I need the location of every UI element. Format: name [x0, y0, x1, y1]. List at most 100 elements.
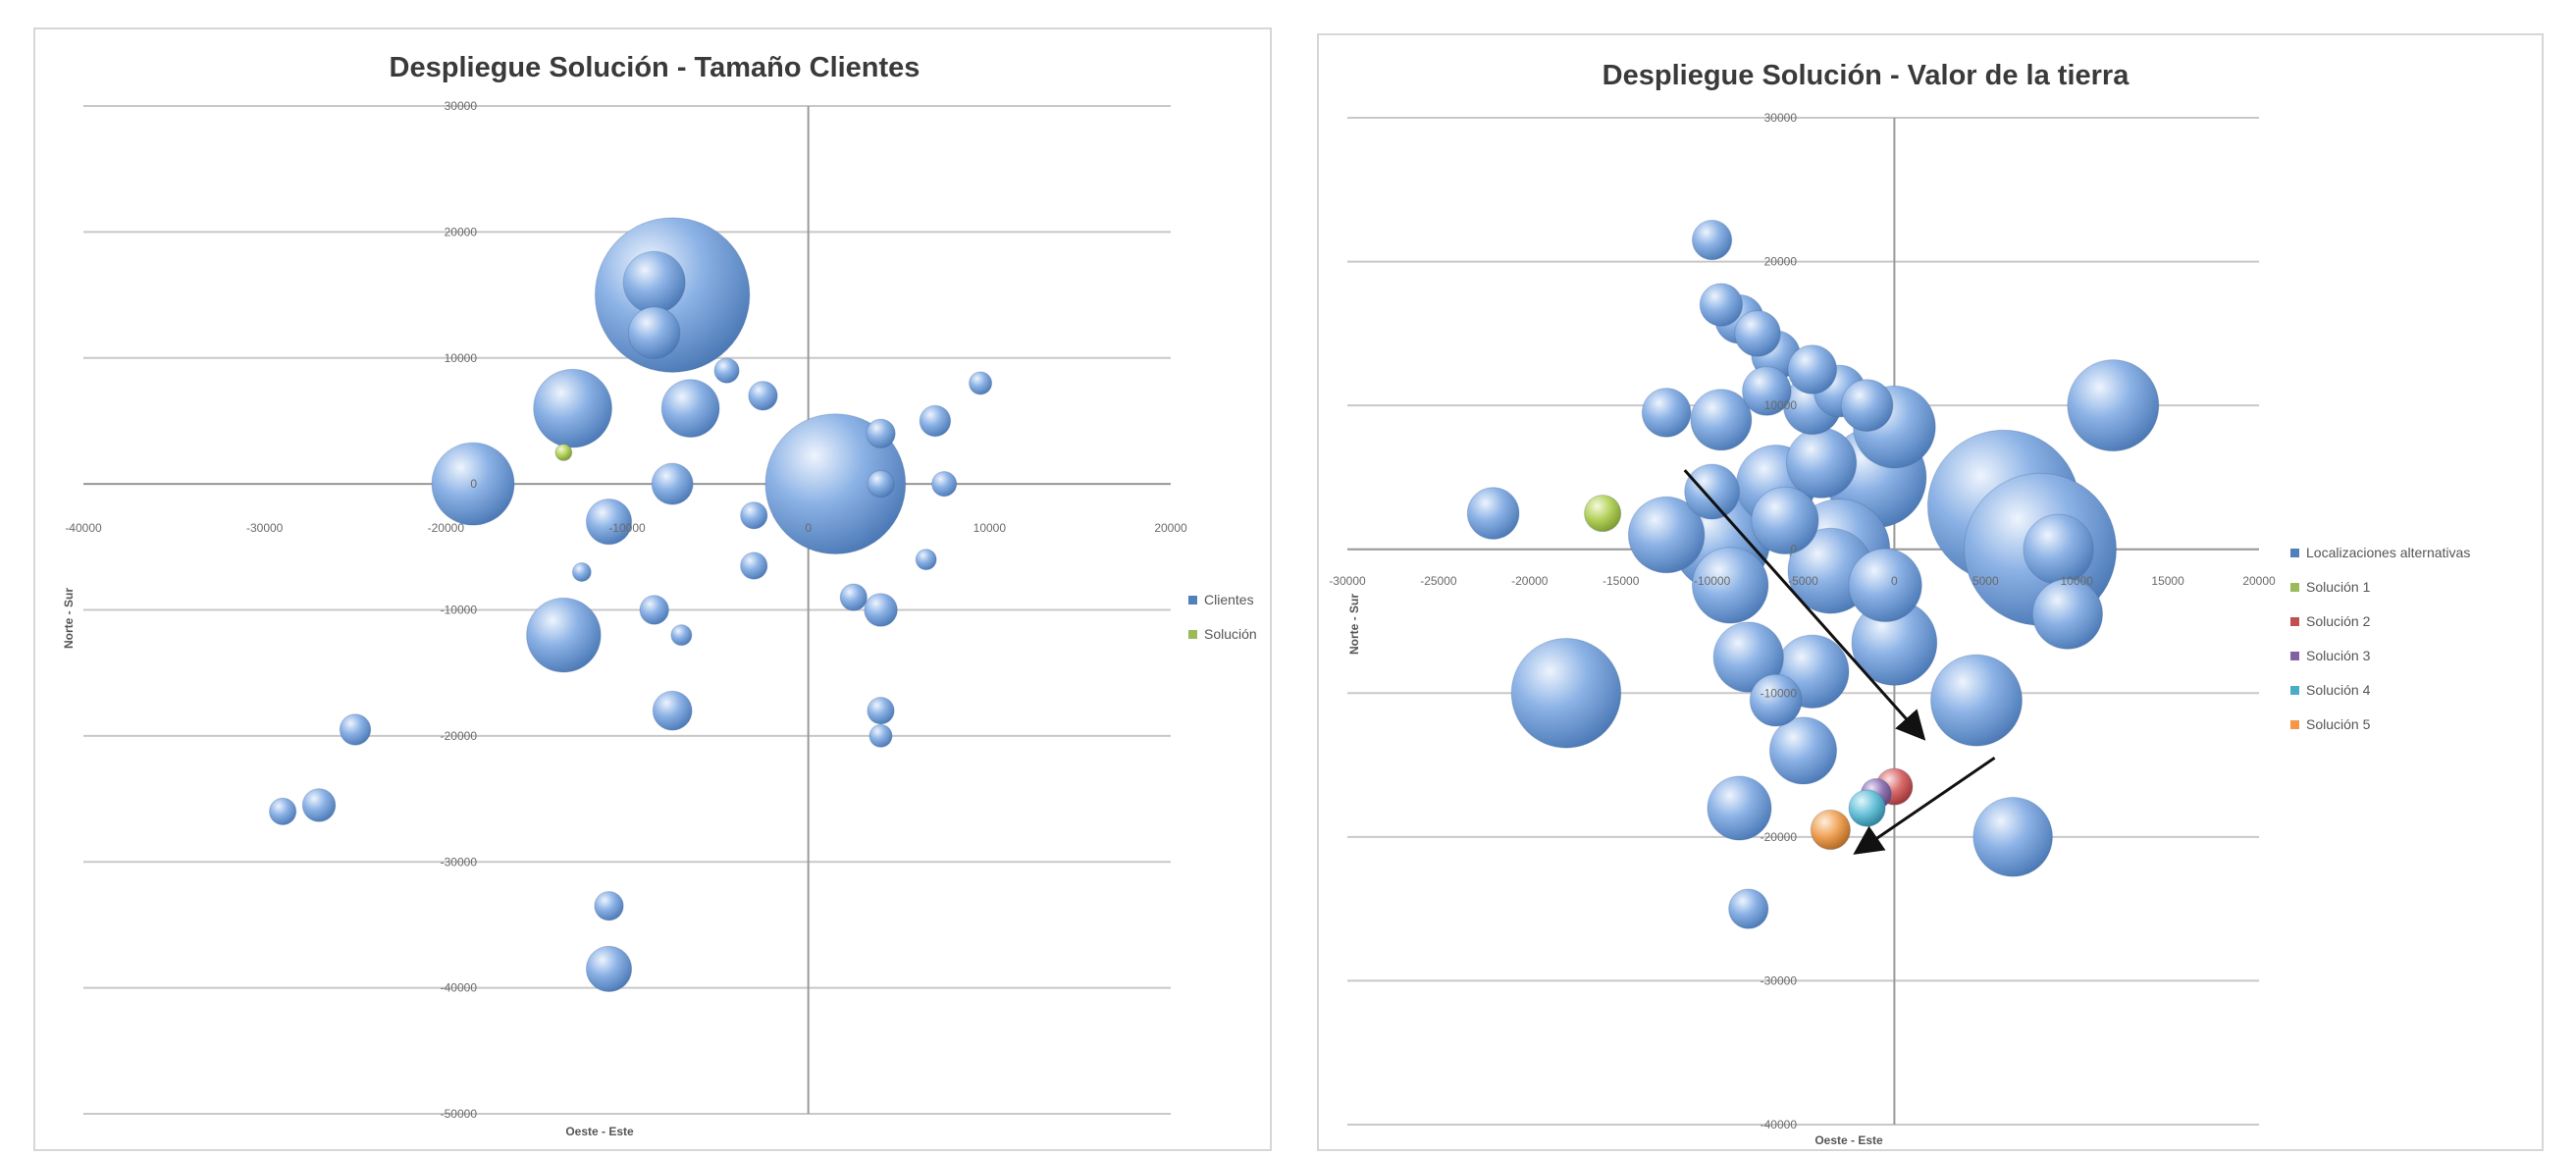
bubble-clientes [931, 471, 958, 498]
y-tick-label: -20000 [1761, 830, 1798, 844]
gridlines [1347, 117, 2259, 1126]
bubble-clientes [670, 624, 693, 647]
bubble-localizaciones-alternativas [1742, 366, 1792, 416]
bubble-clientes [651, 462, 694, 505]
bubble-chart-valor-tierra: Despliegue Solución - Valor de la tierra… [1329, 60, 2470, 1147]
y-tick-label: 30000 [445, 99, 478, 113]
x-tick-label: 20000 [1154, 521, 1187, 535]
x-tick-label: -30000 [1329, 574, 1366, 588]
bubble-localizaciones-alternativas [1749, 673, 1803, 727]
legend-label-solucion-5: Solución 5 [2306, 716, 2371, 732]
bubble-solucion-1 [1584, 494, 1622, 533]
legend-swatch-solucion-4 [2290, 686, 2299, 695]
y-axis-title: Norte - Sur [62, 588, 76, 649]
bubble-clientes [622, 250, 686, 314]
x-tick-label: -20000 [1511, 574, 1549, 588]
x-tick-label: -10000 [1694, 574, 1731, 588]
x-tick-label: 15000 [2151, 574, 2184, 588]
bubble-clientes [301, 788, 337, 822]
bubble-localizaciones-alternativas [1734, 310, 1781, 357]
bubbles [268, 217, 993, 992]
bubble-chart-tamano-clientes: Despliegue Solución - Tamaño Clientes -4… [62, 52, 1257, 1138]
y-tick-label: -40000 [441, 981, 478, 995]
bubble-clientes [969, 371, 993, 395]
bubble-localizaciones-alternativas [1840, 379, 1894, 432]
bubble-localizaciones-alternativas [1768, 716, 1838, 785]
bubble-localizaciones-alternativas [2067, 359, 2160, 452]
x-tick-label: -25000 [1420, 574, 1457, 588]
y-tick-label: -30000 [1761, 973, 1798, 987]
chart-title: Despliegue Solución - Tamaño Clientes [390, 52, 920, 83]
legend-label-clientes: Clientes [1204, 592, 1254, 607]
y-tick-label: -10000 [1761, 686, 1798, 700]
bubble-clientes [764, 413, 907, 555]
bubble-localizaciones-alternativas [1684, 463, 1741, 520]
y-tick-label: -10000 [441, 604, 478, 617]
arrow [1683, 469, 1926, 741]
bubble-localizaciones-alternativas [1930, 654, 2024, 747]
legend-swatch-solucion-3 [2290, 652, 2299, 660]
bubble-clientes [839, 583, 867, 611]
bubble-clientes [866, 418, 896, 448]
y-tick-label: 30000 [1764, 111, 1798, 125]
y-tick-label: -30000 [441, 855, 478, 868]
x-tick-label: 20000 [2242, 574, 2276, 588]
legend-swatch-solucion-1 [2290, 583, 2299, 592]
bubble-localizaciones-alternativas [1785, 427, 1858, 499]
bubble-localizaciones-alternativas [1691, 547, 1769, 624]
bubble-clientes [740, 552, 768, 580]
y-tick-label: 20000 [445, 225, 478, 238]
bubble-localizaciones-alternativas [1699, 283, 1744, 327]
legend-label-solucion-4: Solución 4 [2306, 682, 2371, 698]
bubble-localizaciones-alternativas [1510, 637, 1622, 749]
y-axis-title: Norte - Sur [1347, 594, 1361, 655]
y-tick-label: -40000 [1761, 1118, 1798, 1131]
tick-labels: -40000 -30000 -20000 -10000 0 10000 20000 30000… [65, 99, 1187, 1121]
x-tick-label: -5000 [1788, 574, 1818, 588]
legend: Clientes Solución [1188, 592, 1257, 642]
x-tick-label: -15000 [1603, 574, 1640, 588]
x-tick-label: -40000 [65, 521, 102, 535]
bubble-clientes [867, 469, 895, 499]
x-axis-title: Oeste - Este [1814, 1133, 1883, 1147]
bubble-localizaciones-alternativas [1712, 621, 1784, 693]
x-tick-label: 0 [1891, 574, 1898, 588]
axes [83, 106, 1171, 1114]
bubble-clientes [868, 723, 893, 748]
bubble-clientes [431, 442, 515, 526]
x-tick-label: -30000 [246, 521, 284, 535]
y-tick-label: 0 [470, 477, 477, 491]
bubble-clientes [533, 368, 612, 448]
bubble-localizaciones-alternativas [1627, 496, 1706, 574]
legend-swatch-solucion-2 [2290, 617, 2299, 626]
bubble-clientes [339, 713, 372, 746]
y-tick-label: -50000 [441, 1107, 478, 1121]
x-tick-label: 0 [805, 521, 812, 535]
bubble-localizaciones-alternativas [1751, 486, 1819, 554]
x-axis-title: Oeste - Este [565, 1125, 634, 1138]
bubble-localizaciones-alternativas [2031, 578, 2104, 650]
x-tick-label: 5000 [1972, 574, 1999, 588]
axes [1347, 118, 2259, 1125]
bubble-localizaciones-alternativas [1728, 888, 1769, 929]
bubble-clientes [639, 595, 669, 625]
bubble-localizaciones-alternativas [1848, 548, 1922, 623]
legend-swatch-clientes [1188, 596, 1197, 605]
bubble-localizaciones-alternativas [1707, 775, 1772, 841]
bubble-clientes [585, 499, 633, 546]
legend-label-solucion-1: Solución 1 [2306, 579, 2371, 595]
x-tick-label: -10000 [608, 521, 646, 535]
y-tick-label: -20000 [441, 729, 478, 743]
x-tick-label: 10000 [2061, 574, 2094, 588]
bubble-clientes [915, 549, 937, 571]
bubble-solucion [554, 444, 573, 461]
y-tick-label: 0 [1790, 543, 1797, 556]
bubble-localizaciones-alternativas [1691, 219, 1733, 261]
bubble-solucion-5 [1810, 809, 1852, 851]
x-tick-label: 10000 [973, 521, 1007, 535]
bubble-localizaciones-alternativas [1690, 389, 1753, 451]
bubble-localizaciones-alternativas [1466, 487, 1520, 540]
bubble-clientes [713, 357, 740, 384]
legend-swatch-solucion-5 [2290, 720, 2299, 729]
bubble-clientes [740, 501, 768, 530]
